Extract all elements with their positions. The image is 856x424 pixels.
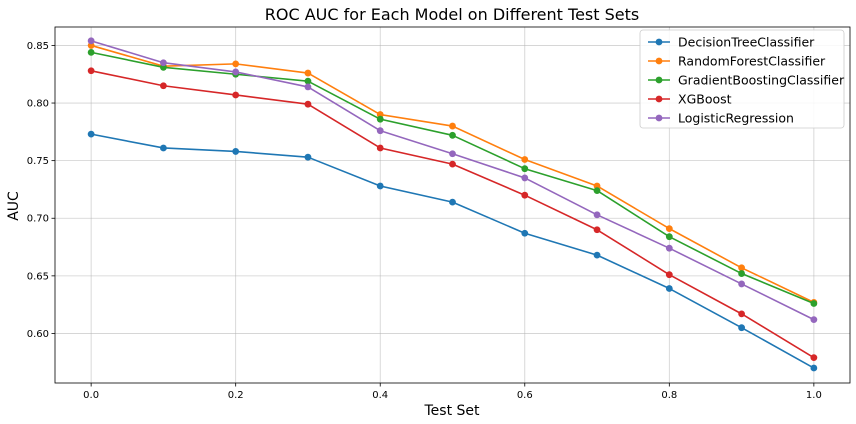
x-tick-label: 0.6 xyxy=(517,390,533,401)
data-point xyxy=(376,115,384,123)
data-point xyxy=(665,233,673,241)
legend: DecisionTreeClassifier RandomForestClassi… xyxy=(639,29,845,129)
data-point xyxy=(449,150,456,158)
data-point xyxy=(665,271,673,279)
y-tick-label: 0.70 xyxy=(27,214,49,225)
data-point xyxy=(232,148,240,155)
data-point xyxy=(738,280,745,288)
data-point xyxy=(665,285,673,292)
data-point xyxy=(738,270,745,277)
series-XGBoost xyxy=(87,67,818,362)
legend-box xyxy=(639,29,845,129)
legend-marker xyxy=(655,57,663,65)
data-point xyxy=(521,156,529,163)
data-point xyxy=(304,69,312,77)
y-tick-label: 0.75 xyxy=(27,156,49,167)
data-point xyxy=(376,144,384,152)
legend-label: GradientBoostingClassifier xyxy=(678,73,845,88)
y-tick-label: 0.85 xyxy=(27,41,49,52)
data-point xyxy=(232,60,240,68)
data-point xyxy=(810,316,818,324)
data-point xyxy=(160,59,167,67)
data-point xyxy=(810,300,818,307)
legend-marker xyxy=(655,38,663,46)
legend-label: XGBoost xyxy=(678,92,732,107)
x-tick-label: 1.0 xyxy=(806,390,822,401)
data-point xyxy=(665,244,673,252)
data-point xyxy=(304,77,312,85)
data-point xyxy=(304,100,312,108)
legend-label: DecisionTreeClassifier xyxy=(678,35,815,50)
data-point xyxy=(304,153,312,161)
data-point xyxy=(738,310,745,318)
data-point xyxy=(449,198,456,206)
data-point xyxy=(232,68,240,76)
data-point xyxy=(593,226,601,234)
data-point xyxy=(810,354,818,362)
data-point xyxy=(738,324,745,332)
data-point xyxy=(593,187,601,195)
data-point xyxy=(376,127,384,135)
data-point xyxy=(521,191,529,199)
axis-ticks: 0.0 0.2 0.4 0.6 0.8 1.0 0.60 0.65 0.70 0.75 0.80 0.… xyxy=(27,41,822,401)
y-tick-label: 0.65 xyxy=(27,271,49,282)
data-point xyxy=(738,264,745,272)
data-point xyxy=(160,82,167,90)
data-point xyxy=(304,83,312,91)
x-tick-label: 0.0 xyxy=(83,390,99,401)
data-point xyxy=(449,131,456,139)
x-tick-label: 0.4 xyxy=(372,390,388,401)
legend-label: LogisticRegression xyxy=(678,111,794,126)
data-point xyxy=(593,251,601,259)
data-point xyxy=(87,130,95,138)
data-point xyxy=(232,91,240,99)
legend-marker xyxy=(655,114,663,122)
data-point xyxy=(521,174,529,182)
data-point xyxy=(87,37,95,45)
y-tick-label: 0.60 xyxy=(27,329,49,340)
legend-label: RandomForestClassifier xyxy=(678,54,826,69)
data-point xyxy=(521,229,529,237)
plot-frame xyxy=(54,26,851,384)
y-axis-label: AUC xyxy=(6,191,22,221)
data-point xyxy=(87,67,95,75)
series-DecisionTreeClassifier xyxy=(87,130,818,372)
series-LogisticRegression xyxy=(87,37,818,324)
data-point xyxy=(521,165,529,173)
data-point xyxy=(87,48,95,56)
data-point xyxy=(593,211,601,219)
legend-marker xyxy=(655,76,663,84)
data-point xyxy=(665,225,673,233)
data-point xyxy=(449,122,456,130)
data-point xyxy=(449,160,456,168)
data-point xyxy=(376,182,384,190)
legend-marker xyxy=(655,95,663,103)
x-axis-label: Test Set xyxy=(423,403,480,419)
data-point xyxy=(810,364,818,372)
x-tick-label: 0.2 xyxy=(228,390,244,401)
data-point xyxy=(160,144,167,152)
chart-title: ROC AUC for Each Model on Different Test… xyxy=(265,5,639,24)
series-line xyxy=(90,133,815,369)
y-tick-label: 0.80 xyxy=(27,99,49,110)
series-lines xyxy=(87,37,818,372)
x-tick-label: 0.8 xyxy=(661,390,677,401)
